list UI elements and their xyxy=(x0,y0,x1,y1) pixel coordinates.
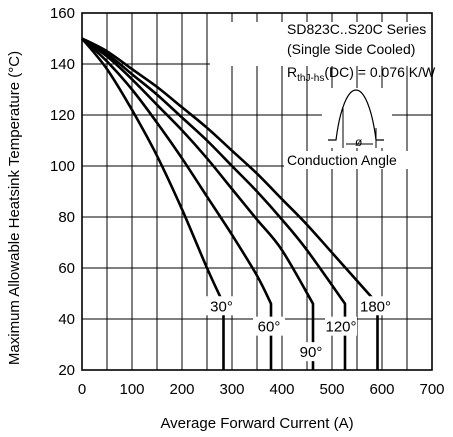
series-line xyxy=(81,37,273,370)
series-label-background xyxy=(253,316,285,336)
series-label-background xyxy=(205,296,238,316)
series-label-background xyxy=(295,342,327,362)
series-label: 120° xyxy=(325,319,356,336)
x-tick-label: 0 xyxy=(78,381,86,398)
series-label-background xyxy=(359,296,392,316)
x-tick-label: 600 xyxy=(369,381,394,398)
x-tick-label: 500 xyxy=(319,381,344,398)
y-tick-label: 40 xyxy=(58,311,75,328)
annotation-line-2: (Single Side Cooled) xyxy=(287,41,415,57)
annotation: SD823C..S20C Series (Single Side Cooled)… xyxy=(210,21,436,84)
y-axis-title: Maximum Allowable Heatsink Temperature (… xyxy=(6,51,23,365)
y-tick-label: 120 xyxy=(50,107,75,124)
conduction-angle-label: Conduction Angle xyxy=(287,152,397,168)
x-tick-label: 400 xyxy=(269,381,294,398)
y-tick-label: 20 xyxy=(58,362,75,379)
conduction-angle-inset: ø Conduction Angle xyxy=(284,88,432,169)
x-tick-label: 700 xyxy=(419,381,444,398)
series-line xyxy=(81,37,379,370)
series-label-background xyxy=(325,316,357,336)
x-tick-label: 200 xyxy=(169,381,194,398)
x-tick-label: 300 xyxy=(219,381,244,398)
rth-subscript: thJ-hs xyxy=(297,73,324,84)
annotation-rth: RthJ-hs(DC) = 0.076 K/W xyxy=(287,64,436,84)
x-axis-title: Average Forward Current (A) xyxy=(160,415,353,432)
x-tick-label: 100 xyxy=(119,381,144,398)
y-tick-label: 100 xyxy=(50,158,75,175)
y-tick-label: 140 xyxy=(50,56,75,73)
waveform-curve xyxy=(328,89,384,141)
series-line xyxy=(81,37,315,370)
series-label: 60° xyxy=(258,319,281,336)
series-label: 180° xyxy=(360,298,391,315)
y-tick-label: 160 xyxy=(50,5,75,22)
series-line xyxy=(80,37,225,370)
annotation-line-1: SD823C..S20C Series xyxy=(287,21,426,37)
rth-value: (DC) = 0.076 K/W xyxy=(324,64,436,80)
y-tick-label: 80 xyxy=(58,209,75,226)
plot-frame xyxy=(81,12,433,371)
series-label: 90° xyxy=(300,344,323,361)
y-tick-label: 60 xyxy=(58,260,75,277)
series-labels: 30° 60° 90°120°180° xyxy=(205,296,392,362)
series-lines xyxy=(80,37,379,370)
rth-main: R xyxy=(287,64,297,80)
angle-symbol: ø xyxy=(355,135,363,149)
series-line xyxy=(81,37,347,370)
series-label: 30° xyxy=(210,298,233,315)
tick-labels: 0 100 200 300 400 500 600 700 20 40 60 80 100 120 140 1… xyxy=(50,5,445,398)
